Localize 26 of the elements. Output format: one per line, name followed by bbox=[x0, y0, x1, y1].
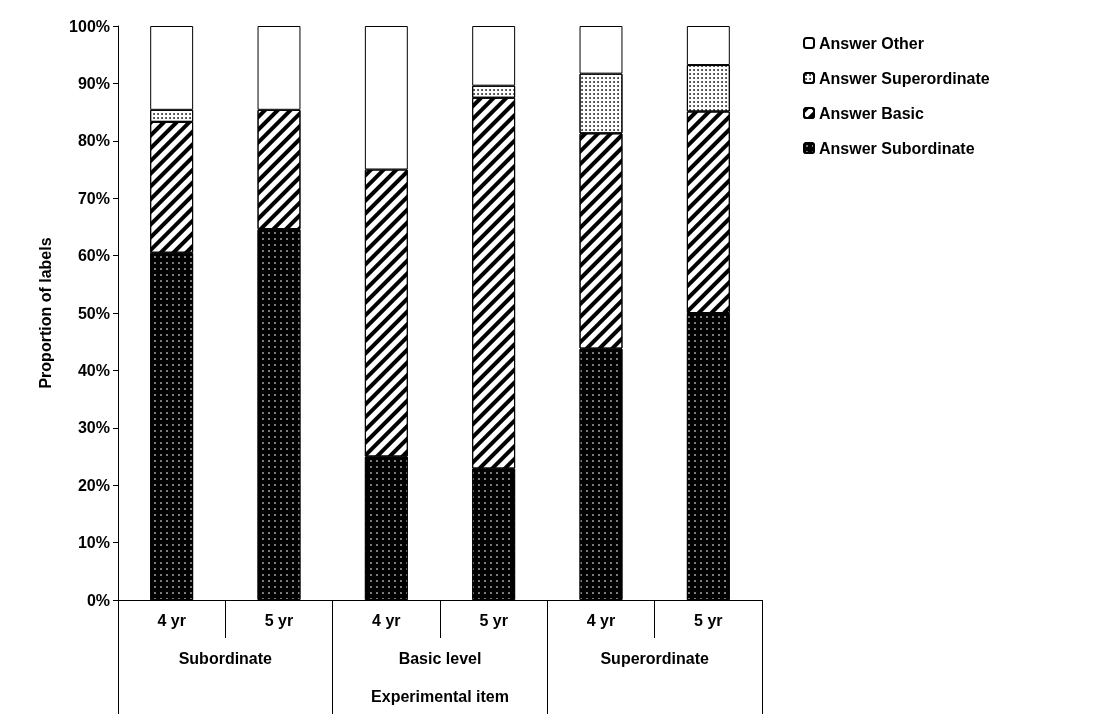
x-tick-label: 4 yr bbox=[586, 611, 616, 629]
x-tick-label: 5 yr bbox=[479, 611, 508, 629]
text: Superordinate bbox=[600, 649, 709, 667]
y-tick-label: 40% bbox=[77, 361, 110, 379]
y-tick-label: 70% bbox=[77, 189, 110, 207]
text: Basic level bbox=[398, 649, 482, 667]
x-tick-label: 4 yr bbox=[372, 611, 401, 629]
y-tick-label: 10% bbox=[77, 534, 110, 552]
legend-label: Answer Subordinate bbox=[819, 139, 975, 157]
y-tick-label: 30% bbox=[77, 419, 110, 437]
legend-label: Answer Basic bbox=[819, 104, 925, 122]
y-tick-label: 80% bbox=[77, 132, 110, 150]
y-tick-label: 100% bbox=[69, 17, 110, 35]
x-axis-title: Experimental item bbox=[371, 687, 509, 705]
y-tick-label: 0% bbox=[86, 591, 110, 609]
y-tick-label: 90% bbox=[77, 74, 110, 92]
x-tick-label: 5 yr bbox=[264, 611, 294, 629]
legend-label: Answer Other bbox=[819, 34, 924, 52]
legend-label: Answer Superordinate bbox=[819, 69, 990, 87]
y-tick-label: 20% bbox=[77, 476, 110, 494]
x-tick-label: 4 yr bbox=[157, 611, 186, 629]
y-axis-title: Proportion of labels bbox=[36, 237, 54, 389]
x-tick-label: 5 yr bbox=[694, 611, 723, 629]
text: Subordinate bbox=[178, 649, 273, 667]
y-tick-label: 60% bbox=[77, 247, 110, 265]
y-tick-label: 50% bbox=[77, 304, 110, 322]
